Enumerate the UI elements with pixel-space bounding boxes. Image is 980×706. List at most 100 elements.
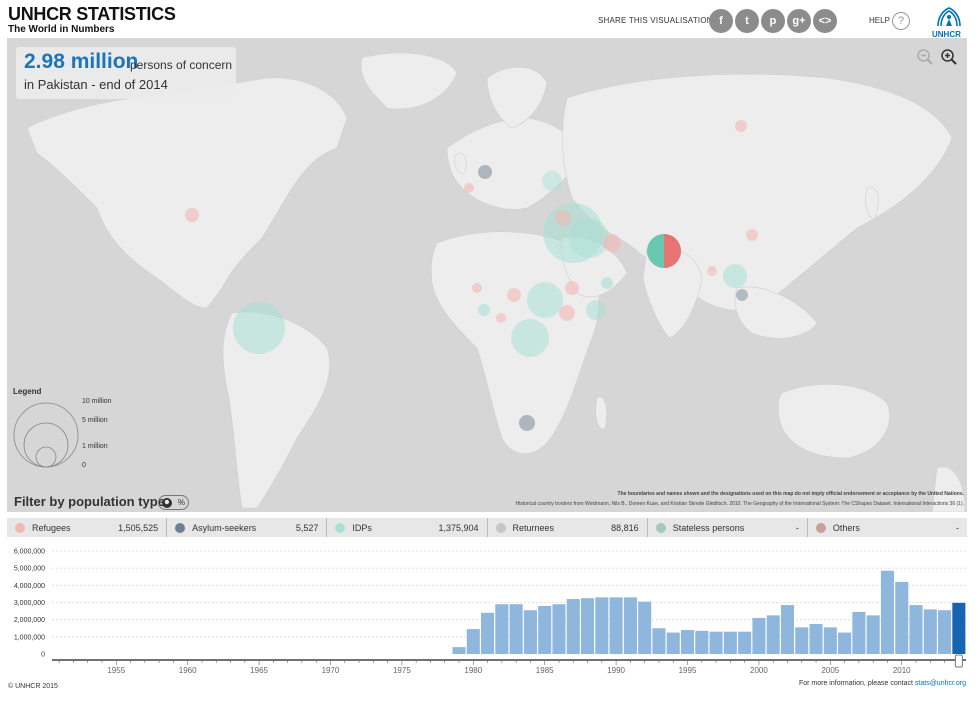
bar-2003[interactable] xyxy=(795,627,809,654)
southeast-asia xyxy=(734,286,818,339)
help-label[interactable]: HELP xyxy=(869,16,890,25)
headline-unit: persons of concern xyxy=(130,58,233,72)
x-tick-label: 2010 xyxy=(893,666,911,675)
bar-2000[interactable] xyxy=(752,617,766,654)
bar-1983[interactable] xyxy=(509,604,523,654)
bar-2004[interactable] xyxy=(809,623,823,654)
unhcr-logo xyxy=(937,7,961,27)
bar-2011[interactable] xyxy=(909,605,923,654)
googleplus-share-button[interactable]: g+ xyxy=(787,9,811,33)
bar-2008[interactable] xyxy=(866,615,880,654)
y-tick-label: 4,000,000 xyxy=(14,583,45,590)
twitter-share-button[interactable]: t xyxy=(735,9,759,33)
bar-1999[interactable] xyxy=(738,631,752,654)
bubble-mali xyxy=(472,283,482,293)
bar-1989[interactable] xyxy=(595,597,609,654)
bar-1991[interactable] xyxy=(623,597,637,654)
world-map[interactable] xyxy=(7,38,967,512)
timeline-chart[interactable]: 0 1,000,000 2,000,000 3,000,000 4,000,000 5,0… xyxy=(0,540,980,676)
share-label: SHARE THIS VISUALISATION xyxy=(598,16,713,25)
zoom-out-icon[interactable] xyxy=(916,48,934,66)
bubble-kenya xyxy=(559,305,575,321)
zoom-in-icon[interactable] xyxy=(940,48,958,66)
bar-2001[interactable] xyxy=(766,615,780,654)
legend-label-10m: 10 million xyxy=(82,398,112,405)
bar-2005[interactable] xyxy=(823,627,837,654)
facebook-share-button[interactable]: f xyxy=(709,9,733,33)
bar-2009[interactable] xyxy=(880,570,894,654)
percent-toggle[interactable]: ☻ % xyxy=(158,495,189,510)
filter-returnees[interactable]: Returnees 88,816 xyxy=(488,518,648,537)
bar-1998[interactable] xyxy=(723,631,737,654)
india xyxy=(642,246,703,339)
contact-text: For more information, please contact xyxy=(798,680,913,687)
refugees-dot-icon xyxy=(15,522,25,533)
others-dot-icon xyxy=(815,522,826,533)
bar-2006[interactable] xyxy=(838,632,852,654)
filter-refugees[interactable]: Refugees 1,505,525 xyxy=(7,518,168,537)
app-subtitle: The World in Numbers xyxy=(8,24,115,35)
contact-email-link[interactable]: stats@unhcr.org xyxy=(914,680,966,687)
percent-label: % xyxy=(177,498,186,507)
bar-1995[interactable] xyxy=(680,629,695,654)
bubble-chad xyxy=(507,288,521,302)
bubble-pakistan-refugee xyxy=(664,234,681,268)
bar-1980[interactable] xyxy=(466,629,480,654)
filter-others[interactable]: Others - xyxy=(808,518,967,537)
bubble-nigeria xyxy=(478,304,490,316)
population-filter-bar: Refugees 1,505,525 Asylum-seekers 5,527 … xyxy=(7,518,967,537)
bar-1987[interactable] xyxy=(566,599,580,654)
bar-1982[interactable] xyxy=(495,604,509,654)
uk xyxy=(454,152,467,174)
x-tick-label: 1955 xyxy=(107,666,125,675)
pinterest-share-button[interactable]: p xyxy=(761,9,785,33)
x-tick-label: 1965 xyxy=(250,666,268,675)
bubble-myanmar xyxy=(723,264,747,288)
y-tick-label: 3,000,000 xyxy=(14,600,45,607)
bar-2010[interactable] xyxy=(895,581,909,654)
bar-1985[interactable] xyxy=(538,605,552,654)
bubble-yemen xyxy=(601,277,613,289)
y-tick-label: 0 xyxy=(41,652,45,659)
bar-1992[interactable] xyxy=(638,601,652,654)
filter-value: - xyxy=(956,522,960,533)
legend-title: Legend xyxy=(13,387,42,396)
bar-2013[interactable] xyxy=(938,610,952,654)
filter-title: Filter by population type xyxy=(14,494,165,509)
bar-1997[interactable] xyxy=(709,631,723,654)
contact-info: For more information, please contact sta… xyxy=(799,680,966,687)
help-icon[interactable]: ? xyxy=(892,12,910,30)
madagascar xyxy=(595,396,607,430)
north-america xyxy=(26,77,348,309)
embed-icon: <> xyxy=(818,15,832,27)
bar-2014[interactable] xyxy=(952,602,966,654)
x-tick-label: 1960 xyxy=(179,666,197,675)
south-america xyxy=(222,311,330,509)
app-title: UNHCR STATISTICS xyxy=(8,4,176,24)
stateless-dot-icon xyxy=(655,522,666,533)
bar-1986[interactable] xyxy=(552,604,566,654)
embed-button[interactable]: <> xyxy=(813,9,837,33)
bar-1979[interactable] xyxy=(452,647,466,654)
bar-1996[interactable] xyxy=(695,630,709,654)
bar-1988[interactable] xyxy=(581,598,595,654)
bubble-somalia xyxy=(586,300,606,320)
bar-2002[interactable] xyxy=(780,605,795,654)
bubble-colombia xyxy=(233,302,285,354)
scandinavia xyxy=(486,67,548,129)
credits-disclaimer: The boundaries and names shown and the d… xyxy=(617,491,964,497)
filter-idps[interactable]: IDPs 1,375,904 xyxy=(327,518,488,537)
bar-1994[interactable] xyxy=(666,632,680,654)
filter-stateless[interactable]: Stateless persons - xyxy=(648,518,808,537)
bar-2012[interactable] xyxy=(923,609,937,654)
australia xyxy=(777,384,890,459)
filter-asylum-seekers[interactable]: Asylum-seekers 5,527 xyxy=(167,518,328,537)
bubble-usa xyxy=(185,208,199,222)
bar-1981[interactable] xyxy=(481,612,495,654)
bar-1993[interactable] xyxy=(652,628,666,654)
year-slider-handle[interactable] xyxy=(954,654,963,668)
bar-1984[interactable] xyxy=(523,610,537,654)
bar-2007[interactable] xyxy=(852,611,866,654)
bubble-iraq xyxy=(569,218,609,258)
bar-1990[interactable] xyxy=(609,597,623,654)
